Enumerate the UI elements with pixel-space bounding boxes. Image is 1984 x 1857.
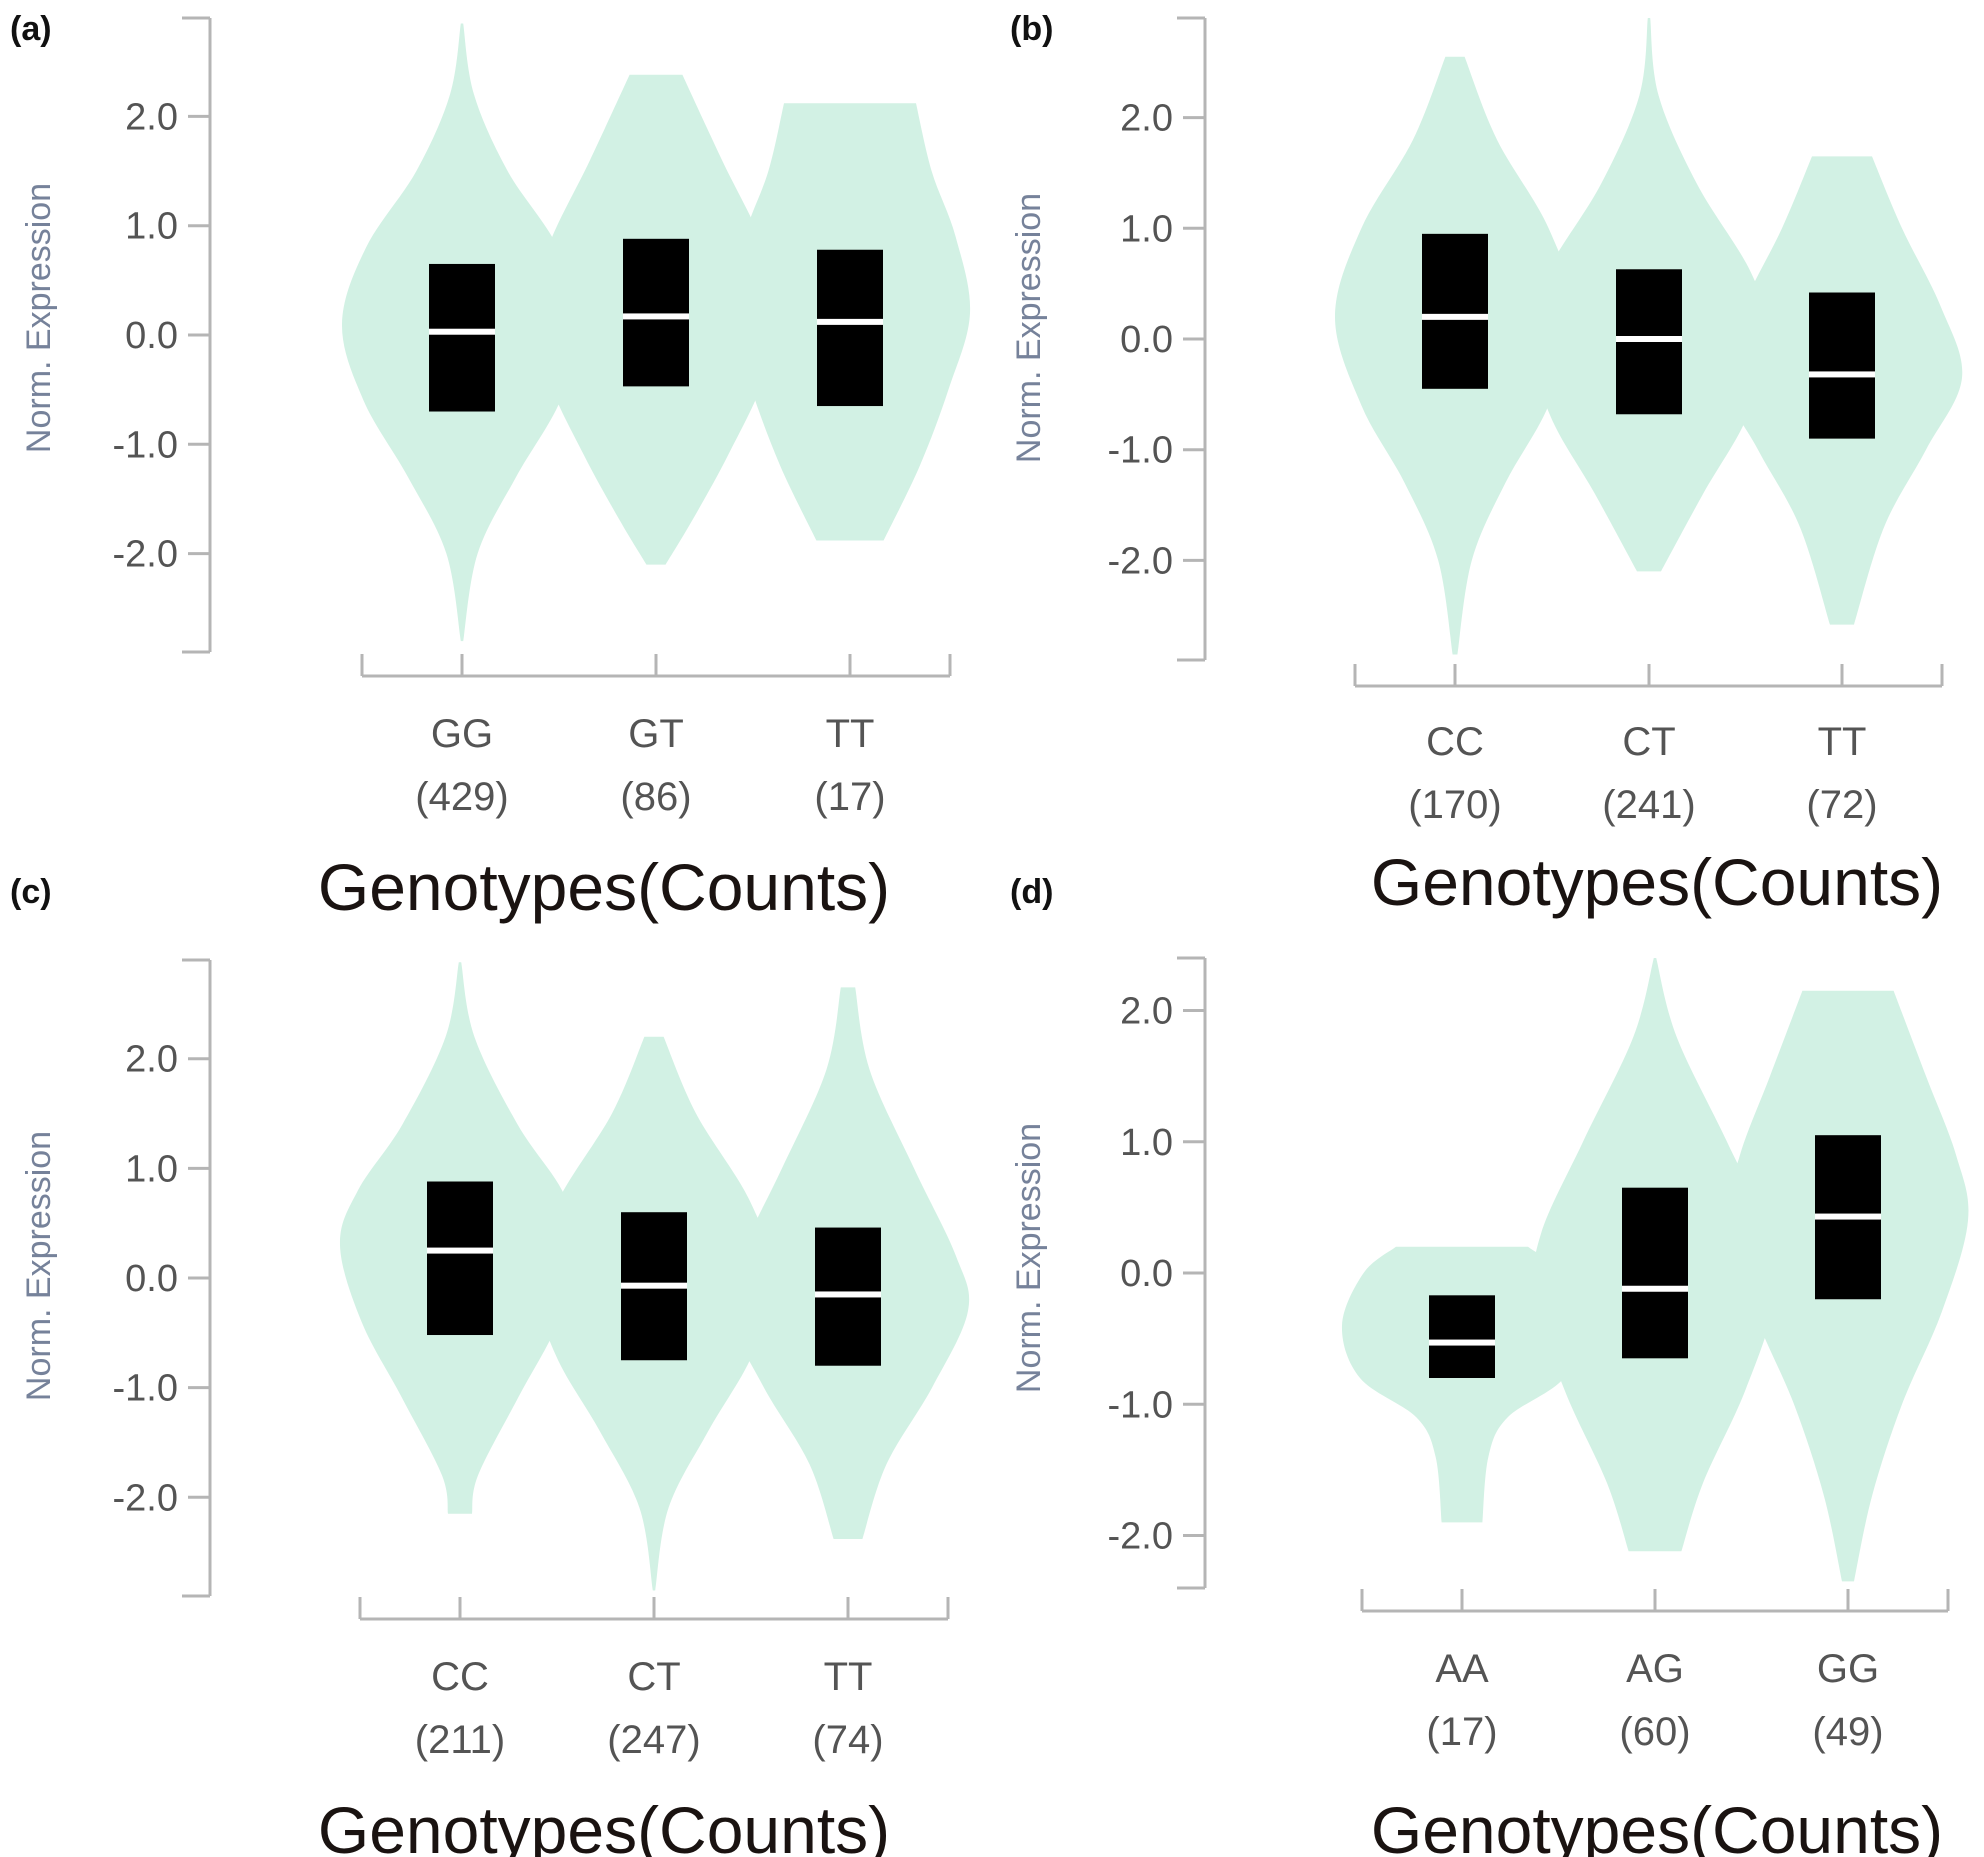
violin-group-ag: AG (60)	[1533, 958, 1777, 1754]
panel-d: (d) 2.0 1.0 0.0 -1.0 -2.0 Norm. Expression AA (1…	[1010, 873, 1969, 1857]
violin-group-ct: CT (247)	[533, 1036, 775, 1762]
median-line	[1809, 371, 1875, 378]
iqr-box	[1622, 1187, 1688, 1359]
median-line	[1622, 1285, 1688, 1292]
y-tick-label: 0.0	[125, 1258, 178, 1300]
y-tick-label: 1.0	[125, 1148, 178, 1190]
violin-group-tt: TT (72)	[1721, 156, 1963, 827]
y-tick-label: -2.0	[113, 1477, 178, 1519]
genotype-label: GG	[1817, 1647, 1879, 1691]
violin-group-gg: GG (429)	[341, 23, 583, 819]
iqr-box	[429, 263, 495, 412]
panel-letter: (a)	[10, 10, 52, 48]
genotype-label: CC	[1426, 720, 1484, 764]
y-axis-label: Norm. Expression	[1010, 193, 1048, 463]
violin-group-cc: CC (211)	[339, 962, 581, 1762]
count-label: (170)	[1408, 783, 1501, 827]
violin-group-tt: TT (74)	[726, 987, 970, 1762]
panel-letter: (c)	[10, 873, 52, 911]
y-tick-label: 2.0	[125, 1039, 178, 1081]
violin-group-gg: GG (49)	[1727, 990, 1969, 1754]
median-line	[817, 318, 883, 325]
genotype-label: TT	[826, 712, 875, 756]
y-tick-label: 2.0	[125, 96, 178, 138]
median-line	[1616, 336, 1682, 342]
count-label: (211)	[415, 1718, 505, 1762]
panel-letter: (b)	[1010, 10, 1053, 48]
y-tick-label: 0.0	[1120, 1253, 1173, 1295]
iqr-box	[427, 1181, 493, 1336]
median-line	[815, 1291, 881, 1298]
iqr-box	[623, 238, 689, 387]
count-label: (429)	[415, 775, 508, 819]
genotype-label: TT	[1818, 720, 1867, 764]
count-label: (74)	[812, 1718, 883, 1762]
y-tick-label: 2.0	[1120, 98, 1173, 140]
genotype-label: AG	[1626, 1647, 1684, 1691]
y-tick-label: -1.0	[113, 1368, 178, 1410]
median-line	[1429, 1339, 1495, 1346]
genotype-label: GT	[628, 712, 684, 756]
genotype-label: GG	[431, 712, 493, 756]
y-tick-label: -1.0	[113, 424, 178, 466]
iqr-box	[817, 249, 883, 407]
median-line	[1422, 313, 1488, 320]
y-tick-label: 0.0	[1120, 319, 1173, 361]
panel-a: (a) 2.0 1.0 0.0 -1.0 -2.0 Norm. Expression GG (4…	[10, 10, 971, 924]
violin-shape	[1341, 1246, 1583, 1523]
count-label: (17)	[1426, 1710, 1497, 1754]
panel-b: (b) 2.0 1.0 0.0 -1.0 -2.0 Norm. Expression CC (1…	[1010, 10, 1963, 919]
median-line	[621, 1282, 687, 1289]
count-label: (17)	[814, 775, 885, 819]
count-label: (72)	[1806, 783, 1877, 827]
count-label: (49)	[1812, 1710, 1883, 1754]
iqr-box	[1429, 1295, 1495, 1378]
y-axis-label: Norm. Expression	[20, 183, 58, 453]
violin-group-gt: GT (86)	[536, 74, 776, 819]
y-tick-label: 1.0	[125, 206, 178, 248]
violin-group-aa: AA (17)	[1341, 1246, 1583, 1754]
x-axis-title: Genotypes(Counts)	[1371, 845, 1943, 919]
genotype-label: CC	[431, 1655, 489, 1699]
genotype-label: CT	[627, 1655, 680, 1699]
y-tick-label: -1.0	[1108, 1384, 1173, 1426]
y-tick-label: -1.0	[1108, 430, 1173, 472]
x-axis-title: Genotypes(Counts)	[318, 1793, 890, 1857]
count-label: (86)	[620, 775, 691, 819]
count-label: (60)	[1619, 1710, 1690, 1754]
violin-group-ct: CT (241)	[1528, 18, 1770, 827]
count-label: (241)	[1602, 783, 1695, 827]
x-axis-title: Genotypes(Counts)	[1371, 1793, 1943, 1857]
genotype-label: CT	[1622, 720, 1675, 764]
median-line	[1815, 1213, 1881, 1220]
y-tick-label: -2.0	[1108, 540, 1173, 582]
y-axis-label: Norm. Expression	[20, 1131, 58, 1401]
median-line	[623, 313, 689, 320]
x-axis-title: Genotypes(Counts)	[318, 850, 890, 924]
genotype-label: AA	[1435, 1647, 1489, 1691]
iqr-box	[1422, 233, 1488, 389]
count-label: (247)	[607, 1718, 700, 1762]
median-line	[429, 328, 495, 335]
y-tick-label: -2.0	[113, 534, 178, 576]
y-tick-label: -2.0	[1108, 1516, 1173, 1558]
y-tick-label: 1.0	[1120, 208, 1173, 250]
violin-group-cc: CC (170)	[1335, 56, 1575, 827]
genotype-label: TT	[824, 1655, 873, 1699]
y-tick-label: 1.0	[1120, 1122, 1173, 1164]
panel-c: (c) 2.0 1.0 0.0 -1.0 -2.0 Norm. Expression CC (2…	[10, 873, 970, 1857]
median-line	[427, 1247, 493, 1254]
iqr-box	[1809, 292, 1875, 439]
y-axis-label: Norm. Expression	[1010, 1123, 1048, 1393]
y-tick-label: 2.0	[1120, 991, 1173, 1033]
y-tick-label: 0.0	[125, 315, 178, 357]
violin-group-tt: TT (17)	[729, 103, 971, 819]
panel-letter: (d)	[1010, 873, 1053, 911]
